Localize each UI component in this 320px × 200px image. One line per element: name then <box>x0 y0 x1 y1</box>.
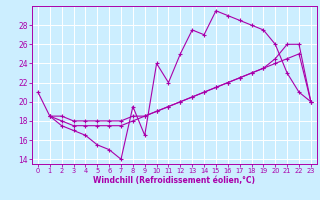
X-axis label: Windchill (Refroidissement éolien,°C): Windchill (Refroidissement éolien,°C) <box>93 176 255 185</box>
